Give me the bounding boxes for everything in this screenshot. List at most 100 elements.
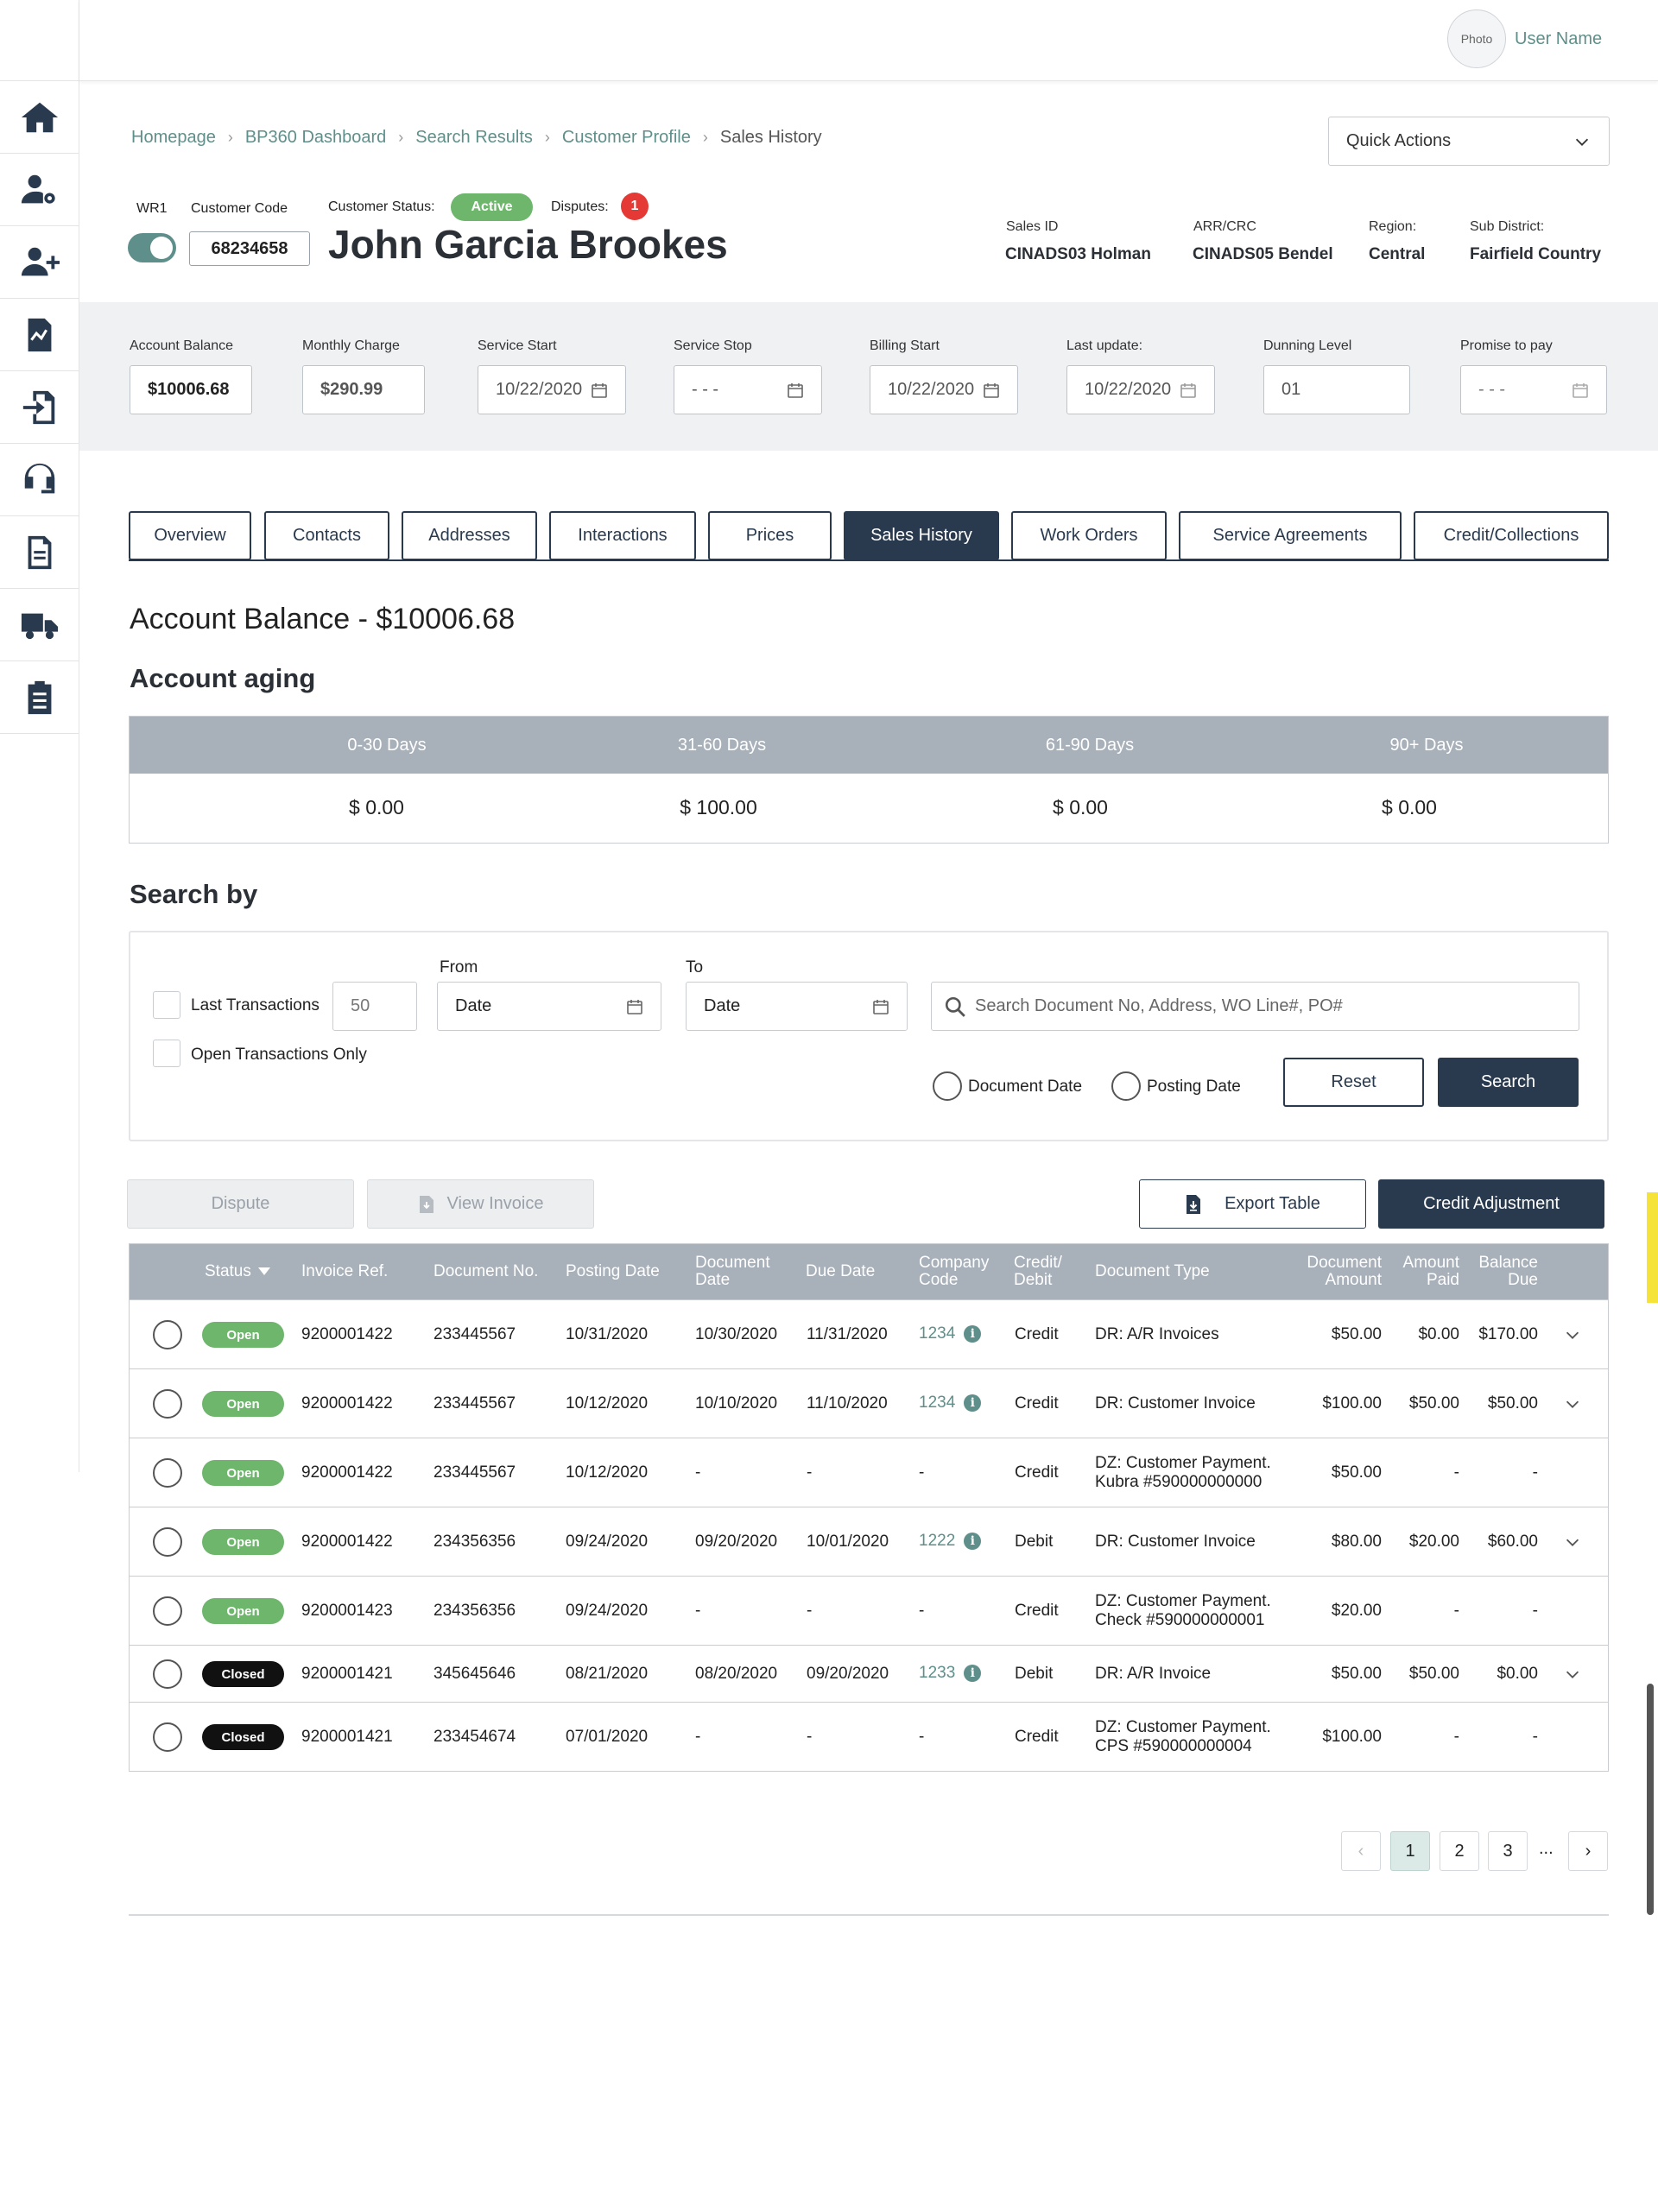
wr-toggle[interactable]: [128, 233, 176, 262]
to-date-input[interactable]: Date: [686, 982, 908, 1031]
tab-prices[interactable]: Prices: [708, 511, 832, 560]
table-row[interactable]: Open 9200001423 234356356 09/24/2020 - - - Cred…: [130, 1576, 1608, 1645]
tab-work-orders[interactable]: Work Orders: [1011, 511, 1167, 560]
calendar-icon: [873, 999, 889, 1014]
breadcrumb-homepage[interactable]: Homepage: [131, 128, 216, 147]
service-start-input[interactable]: 10/22/2020: [478, 365, 626, 414]
tab-service-agreements[interactable]: Service Agreements: [1179, 511, 1402, 560]
amount-paid-cell: -: [1453, 1602, 1459, 1620]
document-type-line: DR: Customer Invoice: [1095, 1533, 1256, 1551]
sidebar-item-home[interactable]: [0, 81, 79, 154]
credit-adjustment-button[interactable]: Credit Adjustment: [1378, 1179, 1604, 1229]
document-no-cell: 233445567: [433, 1463, 516, 1482]
file-export-icon: [1187, 1194, 1201, 1214]
promise-to-pay-input[interactable]: - - -: [1460, 365, 1607, 414]
document-date-cell: 08/20/2020: [695, 1665, 778, 1683]
view-invoice-button[interactable]: View Invoice: [367, 1179, 594, 1229]
export-table-button[interactable]: Export Table: [1139, 1179, 1366, 1229]
last-transactions-count-input[interactable]: 50: [332, 982, 417, 1031]
quick-actions-select[interactable]: Quick Actions: [1328, 117, 1610, 166]
row-select-radio[interactable]: [153, 1320, 182, 1349]
info-icon[interactable]: i: [964, 1533, 982, 1550]
last-update-input[interactable]: 10/22/2020: [1066, 365, 1215, 414]
tab-addresses[interactable]: Addresses: [402, 511, 537, 560]
table-row[interactable]: Open 9200001422 233445567 10/31/2020 10/30/2…: [130, 1299, 1608, 1368]
avatar[interactable]: Photo: [1447, 9, 1506, 68]
row-select-radio[interactable]: [153, 1527, 182, 1557]
row-select-radio[interactable]: [153, 1659, 182, 1689]
expand-row-chevron-icon[interactable]: [1563, 1325, 1582, 1344]
search-input[interactable]: Search Document No, Address, WO Line#, P…: [931, 982, 1579, 1031]
info-icon[interactable]: i: [964, 1665, 982, 1682]
sidebar-item-add-user[interactable]: [0, 226, 79, 299]
user-settings-icon: [21, 174, 55, 204]
tab-sales-history[interactable]: Sales History: [844, 511, 999, 560]
pagination-next-button[interactable]: ›: [1568, 1831, 1608, 1871]
table-row[interactable]: Closed 9200001421 345645646 08/21/2020 08/20…: [130, 1645, 1608, 1702]
open-transactions-checkbox[interactable]: [153, 1040, 180, 1067]
sidebar-item-report[interactable]: [0, 299, 79, 371]
breadcrumb-customer-profile[interactable]: Customer Profile: [561, 128, 691, 147]
sidebar-item-user-settings[interactable]: [0, 154, 79, 226]
chevron-right-icon: ›: [227, 129, 233, 146]
monthly-charge-value: $290.99: [302, 365, 425, 414]
chevron-right-icon: ›: [702, 129, 708, 146]
info-icon[interactable]: i: [964, 1394, 982, 1412]
pagination-page-3[interactable]: 3: [1488, 1831, 1528, 1871]
row-select-radio[interactable]: [153, 1389, 182, 1419]
pagination-page-2[interactable]: 2: [1440, 1831, 1479, 1871]
pagination-page-1[interactable]: 1: [1390, 1831, 1430, 1871]
status-column-header[interactable]: Status: [205, 1263, 270, 1280]
expand-row-chevron-icon[interactable]: [1563, 1394, 1582, 1413]
billing-start-field: Billing Start 10/22/2020: [870, 338, 1018, 414]
tab-credit-collections[interactable]: Credit/Collections: [1414, 511, 1609, 560]
document-date-radio[interactable]: [933, 1071, 962, 1101]
reset-button[interactable]: Reset: [1283, 1058, 1424, 1107]
billing-start-input[interactable]: 10/22/2020: [870, 365, 1018, 414]
aging-header-61-90: 61-90 Days: [1045, 736, 1135, 755]
tab-overview[interactable]: Overview: [129, 511, 251, 560]
clipboard-icon: [28, 680, 51, 714]
table-row[interactable]: Open 9200001422 234356356 09/24/2020 09/20/2…: [130, 1507, 1608, 1576]
document-amount-cell: $100.00: [1322, 1394, 1382, 1413]
from-label: From: [440, 958, 478, 976]
posting-date-radio[interactable]: [1111, 1071, 1141, 1101]
pagination-prev-button[interactable]: ‹: [1341, 1831, 1381, 1871]
customer-code-label: Customer Code: [191, 201, 288, 216]
service-stop-input[interactable]: - - -: [674, 365, 822, 414]
aging-value-90-plus: $ 0.00: [1382, 796, 1437, 818]
due-date-cell: -: [807, 1463, 813, 1482]
sales-id-value: CINADS03 Holman: [1005, 245, 1151, 263]
table-row[interactable]: Open 9200001422 233445567 10/12/2020 10/10/2…: [130, 1368, 1608, 1438]
sidebar-item-import[interactable]: [0, 371, 79, 444]
expand-row-chevron-icon[interactable]: [1563, 1533, 1582, 1552]
info-icon[interactable]: i: [964, 1325, 982, 1343]
row-select-radio[interactable]: [153, 1458, 182, 1488]
aging-header-0-30: 0-30 Days: [347, 736, 427, 755]
tab-contacts[interactable]: Contacts: [264, 511, 389, 560]
user-name[interactable]: User Name: [1515, 29, 1603, 48]
row-select-radio[interactable]: [153, 1596, 182, 1626]
scrollbar-thumb[interactable]: [1647, 1684, 1654, 1915]
sidebar-item-delivery[interactable]: [0, 589, 79, 661]
sidebar-item-support[interactable]: [0, 444, 79, 516]
row-select-radio[interactable]: [153, 1722, 182, 1752]
sidebar-item-tasks[interactable]: [0, 661, 79, 734]
expand-row-chevron-icon[interactable]: [1563, 1665, 1582, 1684]
search-button[interactable]: Search: [1438, 1058, 1579, 1107]
field-label: Service Start: [478, 338, 557, 353]
document-amount-cell: $20.00: [1331, 1602, 1382, 1620]
sub-district-label: Sub District:: [1470, 219, 1545, 234]
dispute-button[interactable]: Dispute: [127, 1179, 354, 1229]
last-transactions-checkbox[interactable]: [153, 991, 180, 1019]
tab-interactions[interactable]: Interactions: [549, 511, 696, 560]
table-row[interactable]: Closed 9200001421 233454674 07/01/2020 - - - Cr…: [130, 1702, 1608, 1771]
sidebar-item-document[interactable]: [0, 516, 79, 589]
breadcrumb-search-results[interactable]: Search Results: [415, 128, 533, 147]
breadcrumb-dashboard[interactable]: BP360 Dashboard: [244, 128, 387, 147]
region-label: Region:: [1369, 219, 1417, 234]
table-row[interactable]: Open 9200001422 233445567 10/12/2020 - - - Cred…: [130, 1438, 1608, 1507]
from-date-input[interactable]: Date: [437, 982, 661, 1031]
disputes-count-badge[interactable]: 1: [621, 193, 649, 220]
date-value: - - -: [1478, 380, 1506, 399]
